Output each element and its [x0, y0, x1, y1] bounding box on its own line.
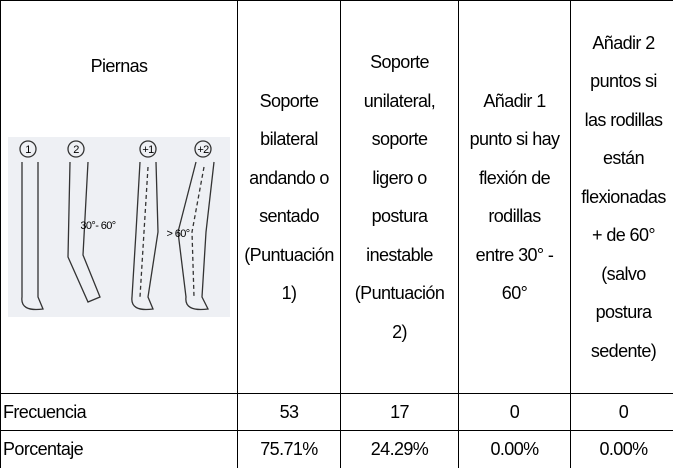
- row: Frecuencia 53 17 0 0: [0, 393, 673, 431]
- header-cell: Añadir 2 puntos si las rodillas están fl…: [570, 0, 673, 394]
- cell: 75.71%: [237, 430, 341, 468]
- figure-label: +1: [142, 144, 154, 156]
- header-label: Piernas: [90, 56, 148, 76]
- cell: 0.00%: [458, 430, 571, 468]
- cell: Frecuencia: [0, 393, 238, 431]
- legs-figure: 1 2 +1 +2 30°- 60° > 60°: [8, 137, 230, 317]
- figure-label: 30°- 60°: [80, 220, 115, 232]
- figure-bg: [8, 137, 230, 317]
- legs: [19, 140, 215, 311]
- header-cell: Añadir 1 punto si hay flexión de rodilla…: [458, 0, 571, 394]
- cell: 0: [570, 393, 673, 431]
- figure-label: +2: [197, 144, 209, 156]
- cell: 0: [458, 393, 571, 431]
- header-cell: Soporte unilateral, soporte ligero o pos…: [340, 0, 459, 394]
- cell: 17: [340, 393, 459, 431]
- cell: 0.00%: [570, 430, 673, 468]
- cell: 53: [237, 393, 341, 431]
- figure-label: 2: [73, 144, 79, 156]
- row: Porcentaje 75.71% 24.29% 0.00% 0.00%: [0, 430, 673, 468]
- cell: Porcentaje: [0, 430, 238, 468]
- cell: 24.29%: [340, 430, 459, 468]
- figure-label: > 60°: [166, 228, 189, 240]
- figure-label: 1: [25, 144, 31, 156]
- header-row: Piernas 1 2 +1 +2 30°- 60° > 60° Soporte…: [0, 0, 673, 394]
- header-cell: Soporte bilateral andando o sentado (Pun…: [237, 0, 341, 394]
- header-cell: Piernas 1 2 +1 +2 30°- 60° > 60°: [0, 0, 238, 394]
